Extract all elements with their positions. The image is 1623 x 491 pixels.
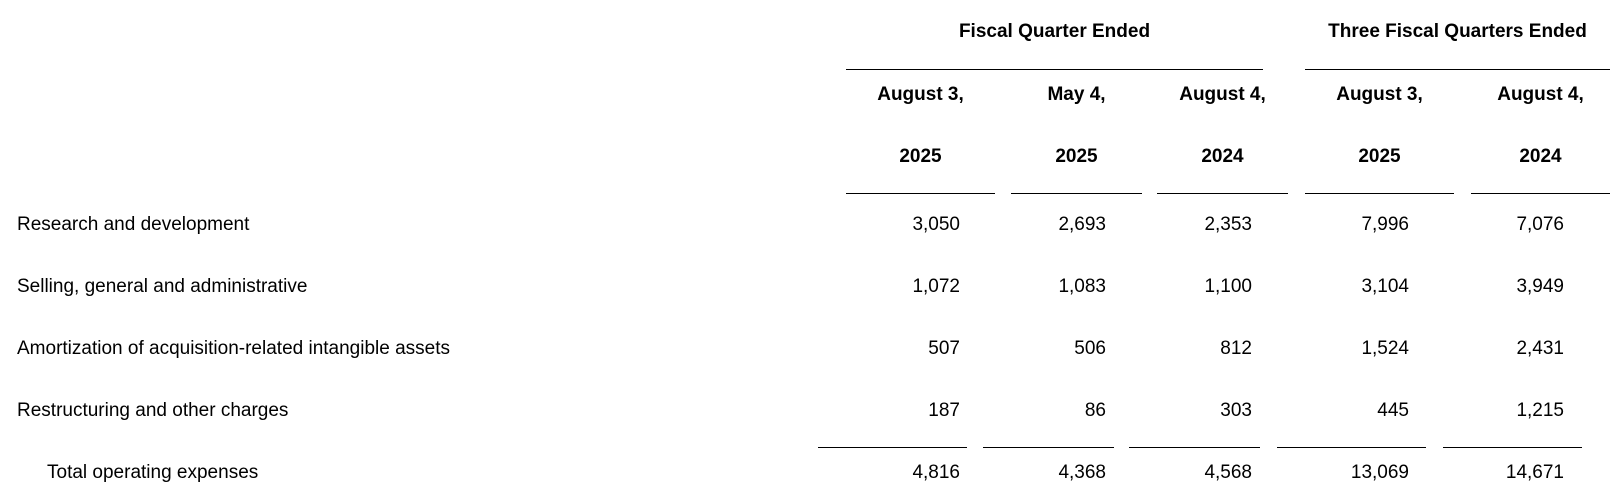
column-header-1-date: August 3, bbox=[877, 84, 964, 105]
total-rule-3 bbox=[1129, 447, 1260, 448]
cell-r3-c2: 506 bbox=[1074, 338, 1106, 359]
column-header-3-year: 2024 bbox=[1201, 146, 1244, 167]
group-header-fiscal-quarter: Fiscal Quarter Ended bbox=[958, 21, 1151, 42]
cell-r1-c3: 2,353 bbox=[1204, 214, 1252, 235]
cell-total-c2: 4,368 bbox=[1058, 462, 1106, 483]
column-header-2-year: 2025 bbox=[1055, 146, 1098, 167]
cell-r2-c2: 1,083 bbox=[1058, 276, 1106, 297]
cell-r4-c2: 86 bbox=[1084, 400, 1106, 421]
cell-r2-c5: 3,949 bbox=[1516, 276, 1564, 297]
column-rule-4 bbox=[1305, 193, 1454, 194]
column-header-5-year: 2024 bbox=[1519, 146, 1562, 167]
cell-r4-c1: 187 bbox=[928, 400, 960, 421]
cell-r3-c3: 812 bbox=[1220, 338, 1252, 359]
column-header-3-date: August 4, bbox=[1179, 84, 1266, 105]
cell-r2-c4: 3,104 bbox=[1361, 276, 1409, 297]
cell-r2-c1: 1,072 bbox=[912, 276, 960, 297]
column-header-4-date: August 3, bbox=[1336, 84, 1423, 105]
row-label-total-operating-expenses: Total operating expenses bbox=[47, 462, 259, 483]
total-rule-5 bbox=[1443, 447, 1582, 448]
column-rule-2 bbox=[1011, 193, 1142, 194]
cell-r4-c3: 303 bbox=[1220, 400, 1252, 421]
column-rule-5 bbox=[1471, 193, 1610, 194]
column-header-4-year: 2025 bbox=[1358, 146, 1401, 167]
cell-r3-c5: 2,431 bbox=[1516, 338, 1564, 359]
column-rule-1 bbox=[846, 193, 995, 194]
row-label-selling-general-administrative: Selling, general and administrative bbox=[17, 276, 308, 297]
cell-r3-c4: 1,524 bbox=[1361, 338, 1409, 359]
column-header-5-date: August 4, bbox=[1497, 84, 1584, 105]
cell-r1-c4: 7,996 bbox=[1361, 214, 1409, 235]
group-rule-three-fiscal-quarters bbox=[1305, 69, 1610, 70]
column-rule-3 bbox=[1157, 193, 1288, 194]
row-label-amortization: Amortization of acquisition-related inta… bbox=[17, 338, 451, 359]
cell-r1-c1: 3,050 bbox=[912, 214, 960, 235]
column-header-1-year: 2025 bbox=[899, 146, 942, 167]
cell-total-c3: 4,568 bbox=[1204, 462, 1252, 483]
cell-r1-c2: 2,693 bbox=[1058, 214, 1106, 235]
cell-r4-c5: 1,215 bbox=[1516, 400, 1564, 421]
total-rule-1 bbox=[818, 447, 967, 448]
row-label-restructuring: Restructuring and other charges bbox=[17, 400, 289, 421]
total-rule-2 bbox=[983, 447, 1114, 448]
cell-r4-c4: 445 bbox=[1377, 400, 1409, 421]
total-rule-4 bbox=[1277, 447, 1426, 448]
column-header-2-date: May 4, bbox=[1047, 84, 1106, 105]
group-rule-fiscal-quarter bbox=[846, 69, 1263, 70]
cell-total-c4: 13,069 bbox=[1350, 462, 1409, 483]
cell-total-c1: 4,816 bbox=[912, 462, 960, 483]
row-label-research-development: Research and development bbox=[17, 214, 250, 235]
group-header-three-fiscal-quarters: Three Fiscal Quarters Ended bbox=[1328, 21, 1587, 42]
cell-r3-c1: 507 bbox=[928, 338, 960, 359]
cell-r2-c3: 1,100 bbox=[1204, 276, 1252, 297]
cell-total-c5: 14,671 bbox=[1505, 462, 1564, 483]
cell-r1-c5: 7,076 bbox=[1516, 214, 1564, 235]
